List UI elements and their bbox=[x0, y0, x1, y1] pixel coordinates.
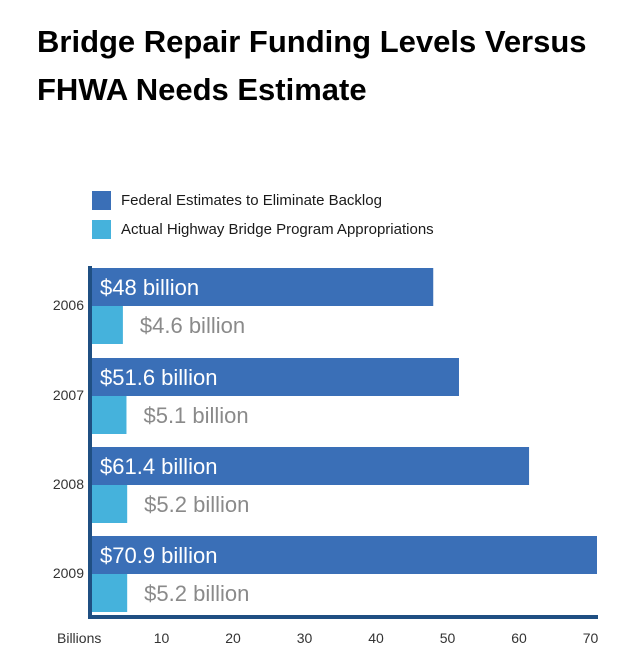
federal-bar bbox=[90, 447, 530, 485]
x-tick-label: 70 bbox=[583, 630, 599, 646]
federal-bar bbox=[90, 536, 597, 574]
actual-bar bbox=[90, 485, 128, 523]
legend-label-federal: Federal Estimates to Eliminate Backlog bbox=[121, 191, 382, 209]
actual-value-label: $5.2 billion bbox=[144, 492, 249, 517]
year-tick-label: 2007 bbox=[53, 387, 84, 403]
legend-item-actual: Actual Highway Bridge Program Appropriat… bbox=[92, 217, 434, 241]
year-tick-label: 2008 bbox=[53, 476, 84, 492]
legend-swatch-federal bbox=[92, 190, 111, 210]
federal-value-label: $61.4 billion bbox=[100, 454, 217, 479]
x-tick-label: 50 bbox=[440, 630, 456, 646]
actual-value-label: $4.6 billion bbox=[140, 313, 245, 338]
year-tick-label: 2009 bbox=[53, 565, 84, 581]
actual-value-label: $5.1 billion bbox=[143, 403, 248, 428]
legend-item-federal: Federal Estimates to Eliminate Backlog bbox=[92, 188, 434, 212]
federal-bar bbox=[90, 268, 434, 306]
x-tick-label: 40 bbox=[368, 630, 384, 646]
year-tick-label: 2006 bbox=[53, 297, 84, 313]
legend: Federal Estimates to Eliminate Backlog A… bbox=[92, 188, 434, 246]
x-axis-unit-label: Billions bbox=[57, 630, 101, 646]
federal-bar bbox=[90, 358, 459, 396]
x-tick-label: 20 bbox=[225, 630, 241, 646]
federal-value-label: $51.6 billion bbox=[100, 365, 217, 390]
actual-bar bbox=[90, 574, 128, 612]
actual-bar bbox=[90, 306, 123, 344]
actual-bar bbox=[90, 396, 127, 434]
legend-label-actual: Actual Highway Bridge Program Appropriat… bbox=[121, 220, 434, 238]
federal-value-label: $70.9 billion bbox=[100, 543, 217, 568]
x-tick-label: 10 bbox=[154, 630, 170, 646]
x-tick-label: 60 bbox=[511, 630, 527, 646]
actual-value-label: $5.2 billion bbox=[144, 581, 249, 606]
chart-title: Bridge Repair Funding Levels Versus FHWA… bbox=[37, 24, 587, 107]
legend-swatch-actual bbox=[92, 219, 111, 239]
federal-value-label: $48 billion bbox=[100, 275, 199, 300]
x-tick-label: 30 bbox=[297, 630, 313, 646]
